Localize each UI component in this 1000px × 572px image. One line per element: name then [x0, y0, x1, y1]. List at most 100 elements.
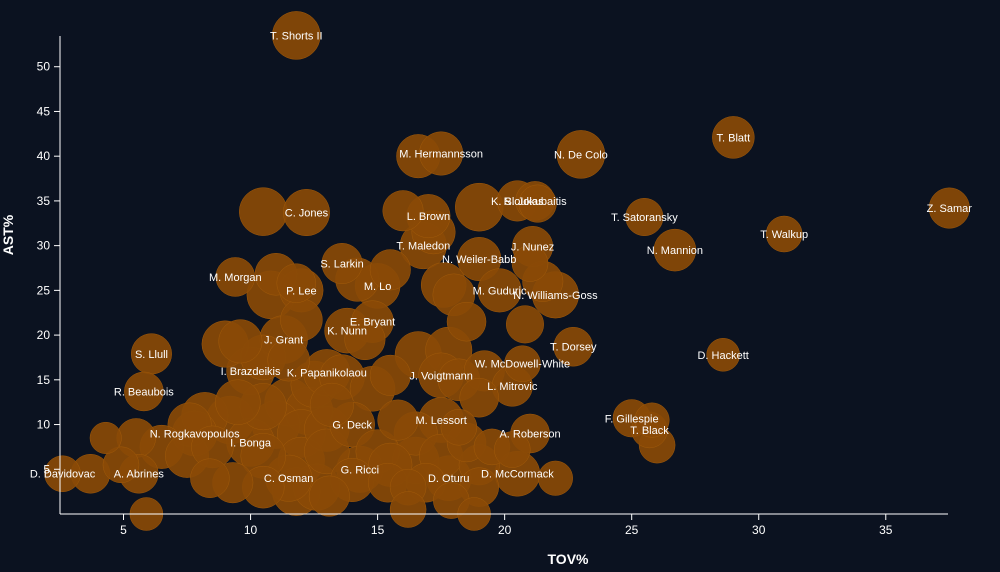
point-label-j-nunez: J. Nunez — [511, 242, 554, 254]
x-tick-label-35: 35 — [879, 523, 893, 537]
bubble — [518, 184, 557, 223]
point-label-w-mcdowell-white: W. McDowell-White — [475, 359, 570, 371]
point-label-z-samar: Z. Samar — [927, 203, 973, 215]
bubble-t-satoransky — [625, 198, 664, 237]
point-label-d-hackett: D. Hackett — [697, 350, 748, 362]
bubble-n-mannion — [653, 228, 697, 272]
point-label-t-shorts-ii: T. Shorts II — [270, 30, 323, 42]
bubble-t-dorsey — [553, 326, 594, 367]
point-label-n-mannion: N. Mannion — [647, 245, 703, 257]
bubble — [215, 379, 261, 425]
bubble-m-guduric — [477, 268, 522, 313]
bubble — [440, 408, 478, 446]
point-label-n-williams-goss: N. Williams-Goss — [513, 290, 598, 302]
y-tick-label-10: 10 — [37, 418, 51, 432]
bubble — [276, 263, 317, 303]
point-label-j-voigtmann: J. Voigtmann — [409, 370, 473, 382]
bubble-n-de-colo — [556, 130, 606, 179]
y-tick-label-50: 50 — [37, 60, 51, 74]
point-label-t-dorsey: T. Dorsey — [550, 342, 597, 354]
bubble — [446, 301, 487, 342]
y-tick-label-5: 5 — [43, 462, 50, 476]
bubble-d-hackett — [706, 338, 740, 372]
point-label-m-lessort: M. Lessort — [415, 415, 466, 427]
x-tick-label-25: 25 — [625, 523, 639, 537]
x-tick-label-10: 10 — [244, 523, 258, 537]
bubble — [267, 338, 310, 382]
x-tick-label-30: 30 — [752, 523, 766, 537]
bubble — [459, 377, 499, 418]
bubble — [382, 190, 424, 232]
y-tick-label-25: 25 — [37, 283, 51, 297]
point-label-c-jones: C. Jones — [285, 208, 329, 220]
point-label-s-llull: S. Llull — [135, 349, 168, 361]
bubble — [89, 421, 122, 454]
point-label-n-weiler-babb: N. Weiler-Babb — [442, 254, 516, 266]
point-label-l-brown: L. Brown — [407, 211, 450, 223]
axes: 5 10 15 20 25 30 35 5 10 15 20 25 30 35 40 45 50 — [37, 36, 948, 537]
point-label-t-black: T. Black — [630, 425, 669, 437]
bubble-t-shorts-ii — [272, 11, 321, 60]
point-label-m-hermannsson: M. Hermannsson — [399, 148, 483, 160]
point-label-t-satoransky: T. Satoransky — [611, 212, 678, 224]
point-label-j-grant: J. Grant — [264, 335, 303, 347]
point-label-g-ricci: G. Ricci — [341, 464, 380, 476]
point-label-c-osman: C. Osman — [264, 473, 314, 485]
y-tick-label-45: 45 — [37, 104, 51, 118]
y-tick-label-20: 20 — [37, 328, 51, 342]
bubble-s-larkin — [321, 243, 363, 285]
bubble — [634, 402, 670, 438]
bubble-m-hermannsson — [419, 131, 464, 176]
point-label-f-gillespie: F. Gillespie — [605, 413, 659, 425]
y-tick-label-30: 30 — [37, 239, 51, 253]
bubbles-layer — [44, 11, 970, 531]
bubble — [308, 475, 350, 517]
bubble — [369, 249, 411, 291]
bubble-d-davidovac — [44, 455, 81, 492]
point-label-i-brazdeikis: I. Brazdeikis — [221, 366, 281, 378]
bubble — [369, 354, 411, 396]
point-label-n-rogkavopoulos: N. Rogkavopoulos — [150, 428, 240, 440]
point-label-m-guduric: M. Guduric — [473, 285, 527, 297]
y-tick-label-40: 40 — [37, 149, 51, 163]
bubble — [190, 458, 230, 498]
bubble — [494, 431, 531, 468]
x-tick-label-15: 15 — [371, 523, 385, 537]
point-label-k-nunn: K. Nunn — [327, 326, 367, 338]
point-label-a-abrines: A. Abrines — [114, 469, 165, 481]
x-tick-label-5: 5 — [120, 523, 127, 537]
bubble — [505, 305, 544, 344]
point-label-k-sloukas: K. Sloukas — [491, 196, 544, 208]
bubble — [511, 245, 549, 282]
point-label-d-oturu: D. Oturu — [428, 473, 470, 485]
bubble-c-jones — [282, 189, 330, 237]
bubble — [537, 460, 573, 496]
x-tick-label-20: 20 — [498, 523, 512, 537]
point-label-n-de-colo: N. De Colo — [554, 149, 608, 161]
bubble — [102, 446, 140, 484]
y-tick-label-15: 15 — [37, 373, 51, 387]
bubble — [239, 187, 288, 236]
point-label-d-davidovac: D. Davidovac — [30, 469, 96, 481]
bubble-n-weiler-babb — [457, 237, 502, 282]
point-label-a-roberson: A. Roberson — [499, 428, 560, 440]
point-label-r-beaubois: R. Beaubois — [114, 386, 174, 398]
bubble-w-mcdowell-white — [504, 345, 541, 382]
bubble — [218, 319, 263, 364]
bubble-r-beaubois — [124, 371, 164, 412]
bubble — [389, 491, 427, 528]
point-label-e-bryant: E. Bryant — [350, 317, 395, 329]
point-labels-layer: T. Shorts II T. Blatt M. Hermannsson N. De … — [30, 30, 972, 485]
bubble — [309, 382, 354, 427]
point-label-i-bonga: I. Bonga — [230, 437, 272, 449]
y-axis-title: AST% — [0, 214, 16, 255]
point-label-g-deck: G. Deck — [332, 420, 372, 432]
y-axis-ticks: 5 10 15 20 25 30 35 40 45 50 — [37, 60, 60, 476]
point-label-k-papanikolaou: K. Papanikolaou — [287, 368, 367, 380]
bubble-m-morgan — [215, 257, 256, 297]
bubble-t-walkup — [765, 215, 803, 253]
point-label-p-lee: P. Lee — [286, 285, 316, 297]
point-label-t-walkup: T. Walkup — [760, 229, 808, 241]
point-label-m-lo: M. Lo — [364, 281, 392, 293]
